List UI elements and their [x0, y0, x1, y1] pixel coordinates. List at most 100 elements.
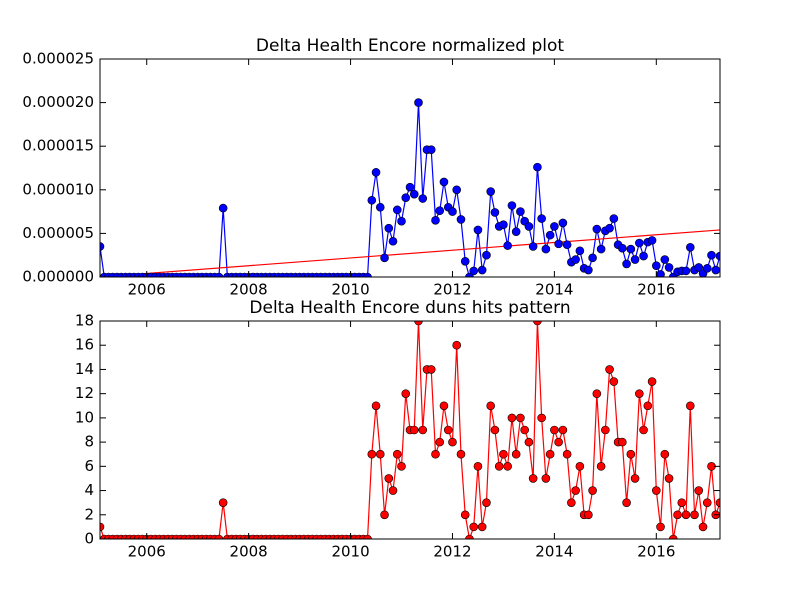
data-point	[511, 449, 521, 459]
data-point	[562, 449, 572, 459]
data-point	[558, 425, 568, 435]
data-point	[384, 223, 394, 233]
data-point	[392, 205, 402, 215]
data-point	[533, 321, 542, 326]
x-tick-label: 2016	[637, 281, 675, 299]
data-point	[550, 425, 559, 435]
data-point	[431, 216, 440, 225]
data-point	[626, 449, 636, 459]
data-point	[388, 486, 398, 495]
data-point	[541, 474, 551, 483]
data-point	[630, 255, 640, 264]
data-point	[516, 413, 525, 423]
data-point	[677, 498, 687, 507]
data-point	[647, 377, 657, 386]
data-point	[218, 203, 228, 213]
data-point	[592, 224, 602, 234]
data-point	[439, 177, 449, 187]
data-point	[635, 238, 644, 248]
data-point	[652, 486, 661, 495]
data-point	[482, 498, 491, 507]
y-tick-label: 0.000020	[22, 93, 94, 111]
data-point	[443, 425, 453, 435]
data-point	[685, 243, 695, 252]
data-point	[562, 240, 572, 250]
data-point	[605, 365, 614, 374]
data-point	[367, 195, 377, 205]
data-point	[397, 462, 406, 471]
data-point	[426, 365, 436, 374]
data-point	[626, 244, 636, 254]
x-tick-label: 2012	[433, 281, 471, 299]
data-point	[545, 449, 555, 459]
y-tick-label: 0.000000	[22, 268, 94, 286]
data-point	[681, 266, 691, 276]
data-point	[490, 208, 500, 217]
data-point	[685, 401, 695, 411]
data-point	[537, 214, 546, 223]
data-point	[384, 474, 394, 483]
data-point	[584, 265, 593, 275]
data-point	[511, 227, 521, 236]
data-point	[477, 522, 487, 532]
data-point	[414, 321, 423, 326]
data-point	[507, 413, 517, 423]
data-point	[431, 449, 440, 459]
data-point	[673, 510, 682, 520]
x-tick-label: 2014	[535, 281, 573, 299]
data-point	[405, 182, 415, 192]
data-point	[609, 214, 619, 223]
data-point	[452, 185, 462, 195]
x-tick-label: 2012	[433, 543, 471, 561]
data-point	[490, 425, 500, 435]
data-point	[664, 474, 674, 483]
chart-title: Delta Health Encore normalized plot	[256, 36, 565, 56]
data-point	[533, 162, 542, 172]
data-point	[550, 222, 559, 231]
data-point	[516, 207, 525, 216]
data-point	[367, 449, 377, 459]
data-point	[524, 222, 534, 231]
data-point	[588, 486, 597, 495]
data-point	[601, 425, 610, 435]
data-point	[567, 498, 576, 507]
data-point	[545, 230, 555, 240]
data-point	[371, 401, 381, 411]
data-point	[652, 261, 661, 270]
data-point	[664, 263, 674, 272]
y-tick-label: 2	[84, 505, 94, 523]
data-point	[414, 98, 423, 107]
x-tick-label: 2008	[230, 543, 268, 561]
data-point	[571, 255, 580, 264]
y-tick-label: 18	[75, 312, 94, 330]
data-point	[100, 522, 105, 532]
data-point	[668, 534, 678, 539]
data-point	[486, 187, 495, 196]
plot-area	[100, 321, 720, 539]
data-point	[605, 223, 614, 233]
x-tick-label: 2010	[331, 281, 369, 299]
x-tick-label: 2014	[535, 543, 573, 561]
data-point	[622, 259, 631, 269]
data-point	[503, 241, 512, 250]
data-point	[418, 194, 428, 203]
data-point	[554, 239, 563, 249]
data-point	[635, 389, 644, 398]
data-point	[435, 437, 445, 447]
data-point	[499, 449, 508, 459]
x-tick-label: 2006	[128, 281, 166, 299]
data-point	[702, 498, 712, 507]
y-tick-label: 0.000005	[22, 224, 94, 242]
data-point	[392, 449, 402, 459]
trend-line	[100, 229, 720, 277]
data-point	[647, 236, 657, 245]
data-point	[218, 498, 228, 507]
data-point	[571, 486, 580, 495]
plot-area	[100, 98, 720, 277]
data-point	[639, 251, 648, 261]
data-point	[618, 437, 627, 447]
x-tick-label: 2016	[637, 543, 675, 561]
data-point	[707, 250, 716, 260]
data-point	[388, 236, 398, 246]
